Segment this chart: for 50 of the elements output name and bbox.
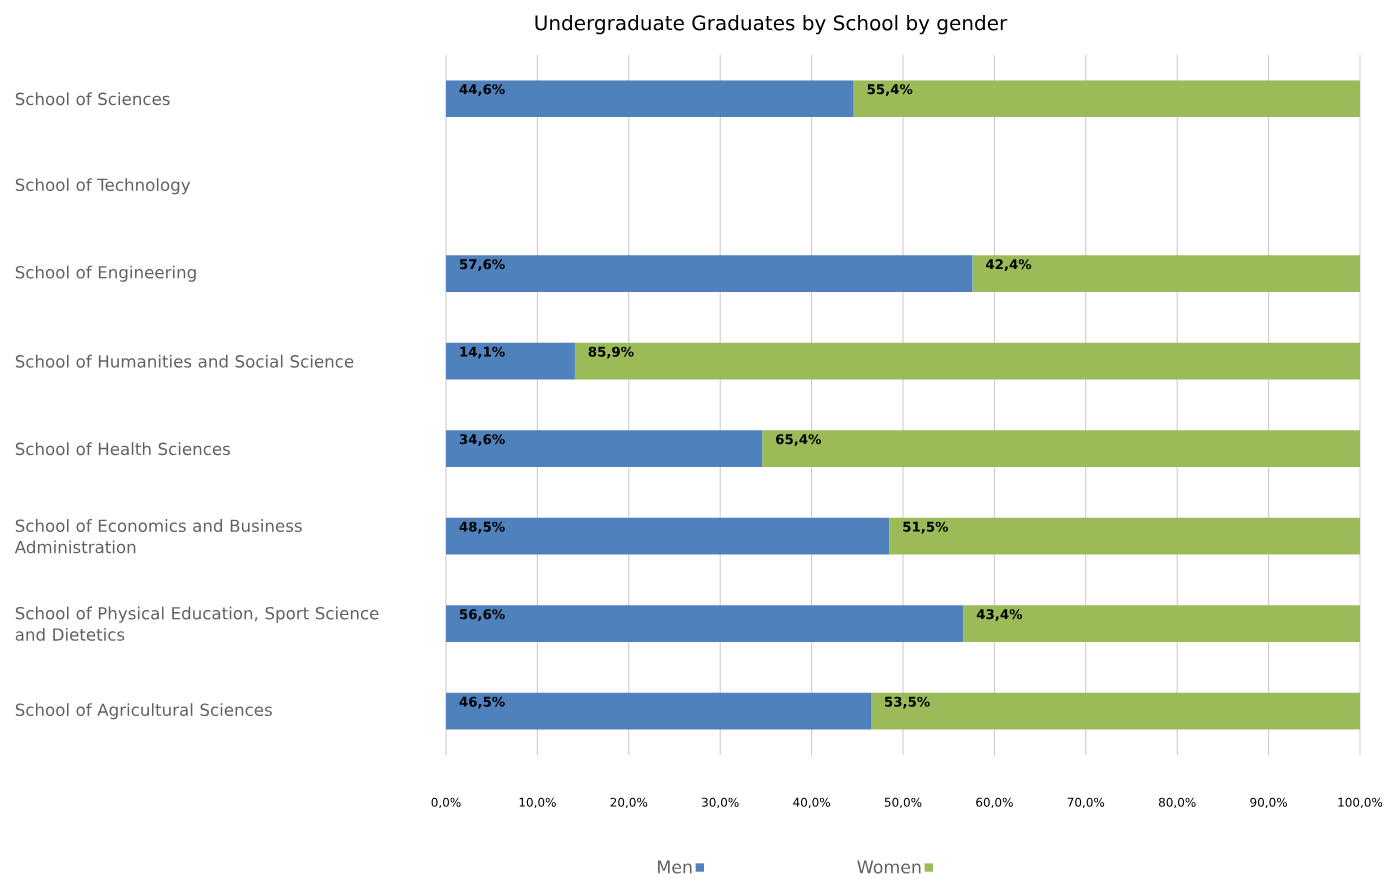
data-label: 51,5%	[903, 521, 949, 534]
data-label: 43,4%	[976, 609, 1023, 621]
legend-label: Women	[857, 860, 921, 874]
y-tick-label: School of Technology	[15, 178, 191, 195]
y-tick-label: School of Agricultural Sciences	[15, 703, 272, 720]
bar	[446, 430, 763, 468]
data-label: 34,6%	[459, 434, 505, 446]
data-label: 56,6%	[459, 609, 505, 621]
bar	[446, 342, 575, 380]
bar	[574, 342, 1361, 380]
x-tick-label: 20,0%	[610, 797, 648, 809]
data-label: 46,5%	[459, 696, 505, 709]
data-label: 57,6%	[459, 259, 505, 271]
bar	[972, 255, 1361, 293]
y-tick-label: School of Economics and Business Administration	[14, 519, 302, 554]
data-label: 55,4%	[867, 84, 913, 96]
x-tick-label: 60,0%	[976, 797, 1013, 809]
x-tick-label: 50,0%	[884, 797, 922, 809]
data-label: 44,6%	[459, 84, 505, 96]
x-tick-label: 100,0%	[1338, 797, 1383, 809]
y-tick-label: School of Physical Education, Sport Science and Dietetics	[15, 606, 379, 641]
y-tick-label: School of Sciences	[15, 92, 170, 106]
y-tick-label: School of Health Sciences	[15, 442, 230, 456]
x-tick-label: 10,0%	[519, 797, 556, 809]
data-label: 53,5%	[884, 696, 930, 709]
bar	[446, 80, 854, 118]
chart-title: Undergraduate Graduates by School by gender	[535, 14, 1008, 35]
x-tick-label: 90,0%	[1250, 797, 1287, 809]
x-tick-label: 30,0%	[702, 797, 739, 809]
data-label: 65,4%	[776, 434, 822, 446]
y-tick-label: School of Engineering	[15, 265, 196, 282]
bar	[871, 692, 1361, 730]
bar	[446, 255, 973, 293]
bar	[762, 430, 1361, 468]
bar	[853, 80, 1361, 118]
bar	[446, 692, 872, 730]
bar	[889, 517, 1361, 555]
x-tick-label: 40,0%	[793, 797, 830, 809]
bar	[446, 605, 964, 643]
data-label: 85,9%	[588, 346, 634, 359]
data-label: 48,5%	[459, 521, 505, 534]
bar	[963, 605, 1361, 643]
data-label: 42,4%	[986, 259, 1032, 271]
bar	[446, 517, 890, 555]
data-label: 14,1%	[460, 346, 505, 359]
x-tick-label: 0,0%	[431, 797, 461, 809]
legend-label: Men	[658, 860, 692, 874]
x-tick-label: 80,0%	[1158, 797, 1196, 809]
y-tick-label: School of Humanities and Social Science	[15, 354, 354, 368]
x-tick-label: 70,0%	[1067, 797, 1105, 809]
